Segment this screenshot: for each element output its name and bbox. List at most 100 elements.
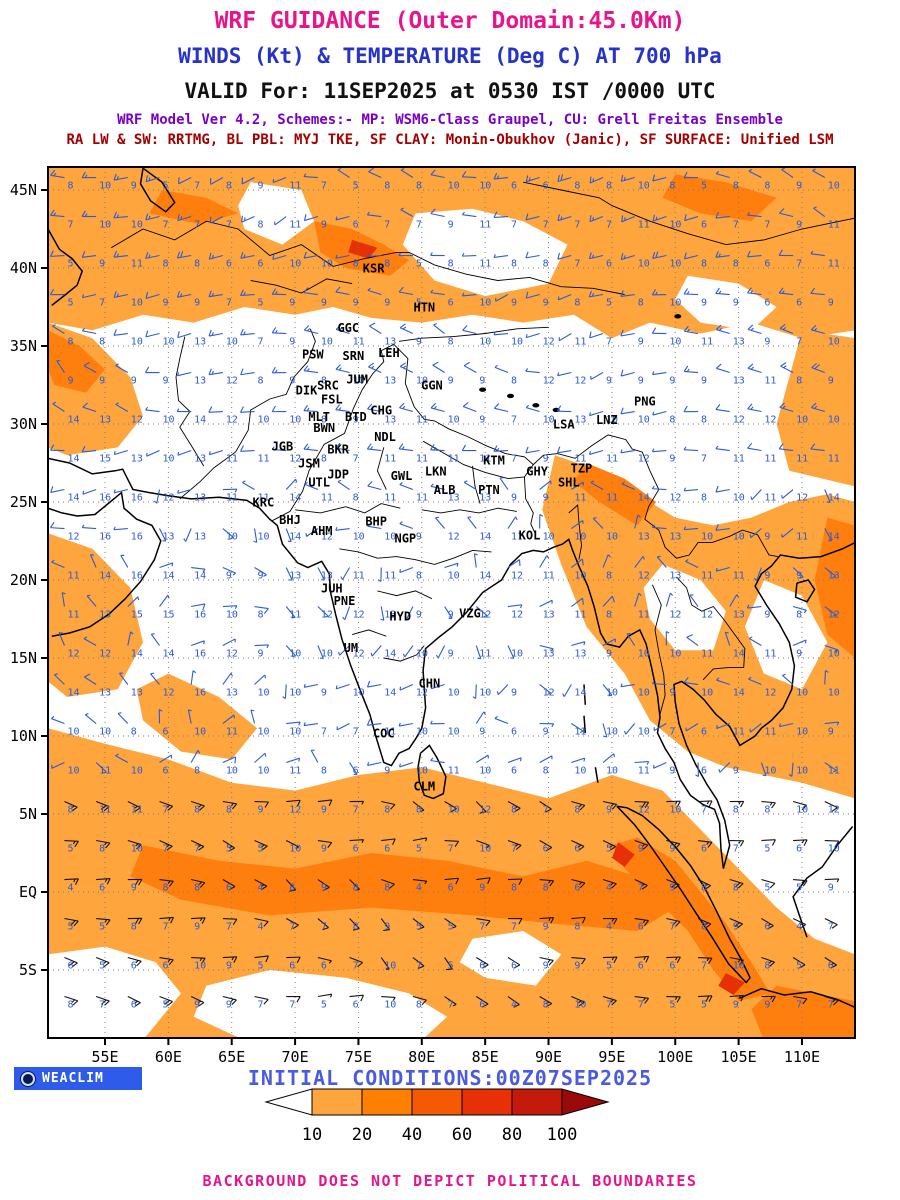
svg-text:6: 6 [67,961,73,972]
svg-text:7: 7 [226,922,232,933]
colorbar-label: 40 [402,1125,422,1145]
svg-text:10: 10 [479,766,491,777]
svg-text:8: 8 [574,922,580,933]
svg-text:6: 6 [479,1000,485,1011]
svg-text:10: 10 [289,688,301,699]
svg-text:5: 5 [416,922,422,933]
svg-text:13: 13 [384,376,396,387]
svg-text:6: 6 [226,259,232,270]
svg-text:5: 5 [606,961,612,972]
svg-text:9: 9 [479,883,485,894]
svg-text:12: 12 [764,688,776,699]
svg-text:9: 9 [194,922,200,933]
svg-text:9: 9 [353,298,359,309]
svg-text:8: 8 [226,805,232,816]
svg-text:13: 13 [384,337,396,348]
station-label-shl: SHL [558,475,580,489]
svg-text:6: 6 [479,961,485,972]
svg-text:13: 13 [289,571,301,582]
svg-text:4: 4 [796,922,802,933]
svg-text:7: 7 [162,922,168,933]
svg-text:5: 5 [67,298,73,309]
svg-text:13: 13 [733,337,745,348]
svg-text:11: 11 [67,610,79,621]
station-label-lsa: LSA [553,418,575,432]
svg-text:13: 13 [162,532,174,543]
svg-text:12: 12 [669,610,681,621]
svg-text:7: 7 [701,805,707,816]
svg-text:6: 6 [321,961,327,972]
svg-text:11: 11 [258,454,270,465]
svg-text:16: 16 [99,532,111,543]
svg-text:8: 8 [416,571,422,582]
svg-text:9: 9 [321,298,327,309]
svg-text:9: 9 [764,1000,770,1011]
svg-text:10: 10 [479,844,491,855]
svg-text:5: 5 [99,922,105,933]
svg-text:12: 12 [543,337,555,348]
svg-text:13: 13 [131,454,143,465]
svg-text:11: 11 [416,493,428,504]
svg-text:10: 10 [701,688,713,699]
svg-text:7: 7 [796,259,802,270]
svg-text:13: 13 [194,454,206,465]
svg-text:12: 12 [764,415,776,426]
svg-text:6: 6 [638,922,644,933]
svg-text:10: 10 [448,727,460,738]
svg-text:8: 8 [162,883,168,894]
svg-text:9: 9 [162,298,168,309]
station-label-bhp: BHP [365,514,387,528]
svg-text:9: 9 [733,922,739,933]
initial-conditions-text: INITIAL CONDITIONS:00Z07SEP2025 [247,1066,653,1090]
svg-text:6: 6 [131,1000,137,1011]
svg-text:11: 11 [574,337,586,348]
svg-text:7: 7 [194,220,200,231]
svg-text:14: 14 [733,649,745,660]
colorbar-label: 60 [452,1125,472,1145]
svg-text:8: 8 [416,181,422,192]
svg-text:10: 10 [606,727,618,738]
svg-text:13: 13 [638,532,650,543]
svg-text:7: 7 [99,1000,105,1011]
svg-text:8: 8 [321,454,327,465]
svg-text:11: 11 [606,454,618,465]
colorbar-label: 100 [547,1125,578,1145]
svg-text:12: 12 [226,415,238,426]
station-label-chn: CHN [419,677,441,691]
svg-text:10: 10 [321,649,333,660]
svg-text:7: 7 [701,454,707,465]
svg-text:7: 7 [606,337,612,348]
svg-text:10: 10 [448,805,460,816]
lat-tick-label: 15N [10,649,37,667]
svg-text:10: 10 [131,337,143,348]
svg-text:9: 9 [764,337,770,348]
svg-text:10: 10 [669,649,681,660]
svg-text:16: 16 [194,610,206,621]
svg-text:10: 10 [511,337,523,348]
svg-text:16: 16 [194,688,206,699]
svg-text:11: 11 [764,493,776,504]
svg-text:7: 7 [543,805,549,816]
svg-text:10: 10 [479,181,491,192]
svg-text:12: 12 [574,376,586,387]
svg-text:9: 9 [448,376,454,387]
svg-text:8: 8 [289,883,295,894]
svg-text:8: 8 [99,844,105,855]
station-label-srn: SRN [343,349,365,363]
svg-text:10: 10 [574,532,586,543]
svg-text:9: 9 [638,844,644,855]
svg-text:12: 12 [638,805,650,816]
svg-text:7: 7 [448,1000,454,1011]
lon-tick-label: 90E [535,1048,562,1066]
svg-text:5: 5 [796,883,802,894]
svg-text:8: 8 [258,610,264,621]
svg-text:10: 10 [638,727,650,738]
svg-text:8: 8 [543,883,549,894]
svg-text:9: 9 [511,688,517,699]
svg-text:6: 6 [162,766,168,777]
lon-tick-label: 100E [657,1048,693,1066]
station-label-bhj: BHJ [279,513,301,527]
svg-text:7: 7 [669,727,675,738]
svg-text:5: 5 [606,298,612,309]
svg-text:13: 13 [384,610,396,621]
